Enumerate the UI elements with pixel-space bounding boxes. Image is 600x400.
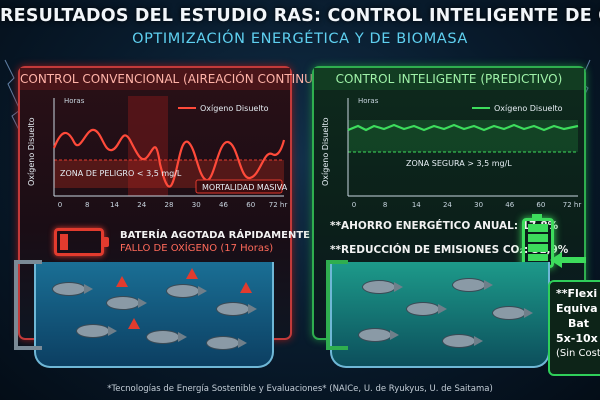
callout-line-3: Bat: [568, 317, 590, 330]
x-tick-label: 8: [85, 201, 89, 209]
intelligent-panel-heading: CONTROL INTELIGENTE (PREDICTIVO): [314, 68, 584, 90]
callout-line-2: Equiva: [556, 302, 598, 315]
x-tick-label: 28: [165, 201, 174, 209]
x-tick-label: 46: [219, 201, 228, 209]
do-curve-conventional: [52, 128, 286, 188]
callout-line-1: **Flexi: [556, 287, 598, 300]
fish-icon: [206, 336, 247, 350]
danger-zone-label: ZONA DE PELIGRO < 3,5 mg/L: [60, 169, 182, 178]
do-curve-intelligent: [347, 123, 579, 132]
x-tick-label: 60: [536, 201, 545, 209]
x-tick-label: 0: [352, 201, 356, 209]
arrow-icon: [550, 252, 586, 268]
page-title: RESULTADOS DEL ESTUDIO RAS: CONTROL INTE…: [0, 6, 600, 26]
mortality-alert-label: MORTALIDAD MASIVA: [202, 183, 288, 192]
right-pipe: [326, 260, 348, 350]
fish-icon: [406, 302, 447, 316]
fish-icon: [358, 328, 399, 342]
conventional-control-panel: CONTROL CONVENCIONAL (AIREACIÓN CONTINUA…: [18, 66, 326, 340]
intelligent-fish-tank: [330, 262, 550, 368]
x-tick-label: 30: [474, 201, 483, 209]
x-tick-labels: 0 8 14 24 30 46 60 72 hr: [352, 201, 582, 209]
fish-icon: [76, 324, 117, 338]
mortality-alert-box: [195, 179, 283, 194]
energy-savings-stat: **AHORRO ENERGÉTICO ANUAL: 17,8%: [330, 220, 559, 232]
emissions-reduction-stat: **REDUCCIÓN DE EMISIONES CO₂: 31,9%: [330, 244, 569, 256]
fish-icon: [362, 280, 403, 294]
x-tick-labels: 0 8 14 24 28 30 46 60 72 hr: [58, 201, 288, 209]
safe-zone-label: ZONA SEGURA > 3,5 mg/L: [406, 159, 512, 168]
conventional-panel-heading: CONTROL CONVENCIONAL (AIREACIÓN CONTINUA…: [20, 68, 326, 90]
x-tick-label: 24: [137, 201, 146, 209]
conventional-fish-tank: [34, 262, 274, 368]
x-tick-label: 72 hr: [269, 201, 288, 209]
x-tick-label: 46: [505, 201, 514, 209]
legend-label: Oxígeno Disuelto: [494, 104, 563, 113]
callout-line-5: (Sin Costo: [556, 348, 600, 359]
battery-depleted-title: BATERÍA AGOTADA RÁPIDAMENTE: [120, 230, 310, 241]
warning-icon: [128, 318, 140, 329]
x-tick-label: 14: [412, 201, 421, 209]
battery-empty-icon: [54, 228, 109, 256]
y-axis-label: Oxígeno Disuelto: [321, 117, 330, 186]
fish-icon: [106, 296, 147, 310]
y-axis-label: Oxígeno Disuelto: [27, 117, 36, 186]
x-tick-label: 0: [58, 201, 62, 209]
oxygen-failure-label: FALLO DE OXÍGENO (17 Horas): [120, 243, 274, 254]
x-unit-label: Horas: [358, 97, 379, 105]
x-tick-label: 60: [246, 201, 255, 209]
fish-icon: [216, 302, 257, 316]
x-unit-label: Horas: [64, 97, 85, 105]
conventional-do-chart: Oxígeno Disuelto Horas Oxígeno Disuelto …: [27, 96, 288, 209]
critical-period-highlight: [128, 96, 168, 196]
callout-line-4: 5x-10x: [556, 332, 598, 345]
intelligent-do-chart: Oxígeno Disuelto Horas Oxígeno Disuelto …: [321, 97, 582, 209]
legend-label: Oxígeno Disuelto: [200, 104, 269, 113]
fish-icon: [492, 306, 533, 320]
fish-icon: [442, 334, 483, 348]
warning-icon: [116, 276, 128, 287]
page-subtitle: OPTIMIZACIÓN ENERGÉTICA Y DE BIOMASA: [132, 31, 468, 47]
x-tick-label: 8: [383, 201, 387, 209]
fish-icon: [146, 330, 187, 344]
warning-icon: [240, 282, 252, 293]
warning-icon: [186, 268, 198, 279]
source-footnote: *Tecnologías de Energía Sostenible y Eva…: [107, 384, 493, 394]
left-pipe: [14, 260, 42, 350]
fish-icon: [52, 282, 93, 296]
x-tick-label: 24: [443, 201, 452, 209]
flexibility-callout: **Flexi Equiva Bat 5x-10x (Sin Costo: [548, 280, 600, 376]
safe-zone-band: [348, 120, 578, 152]
x-tick-label: 14: [110, 201, 119, 209]
x-tick-label: 30: [192, 201, 201, 209]
fish-icon: [452, 278, 493, 292]
fish-icon: [166, 284, 207, 298]
x-tick-label: 72 hr: [563, 201, 582, 209]
